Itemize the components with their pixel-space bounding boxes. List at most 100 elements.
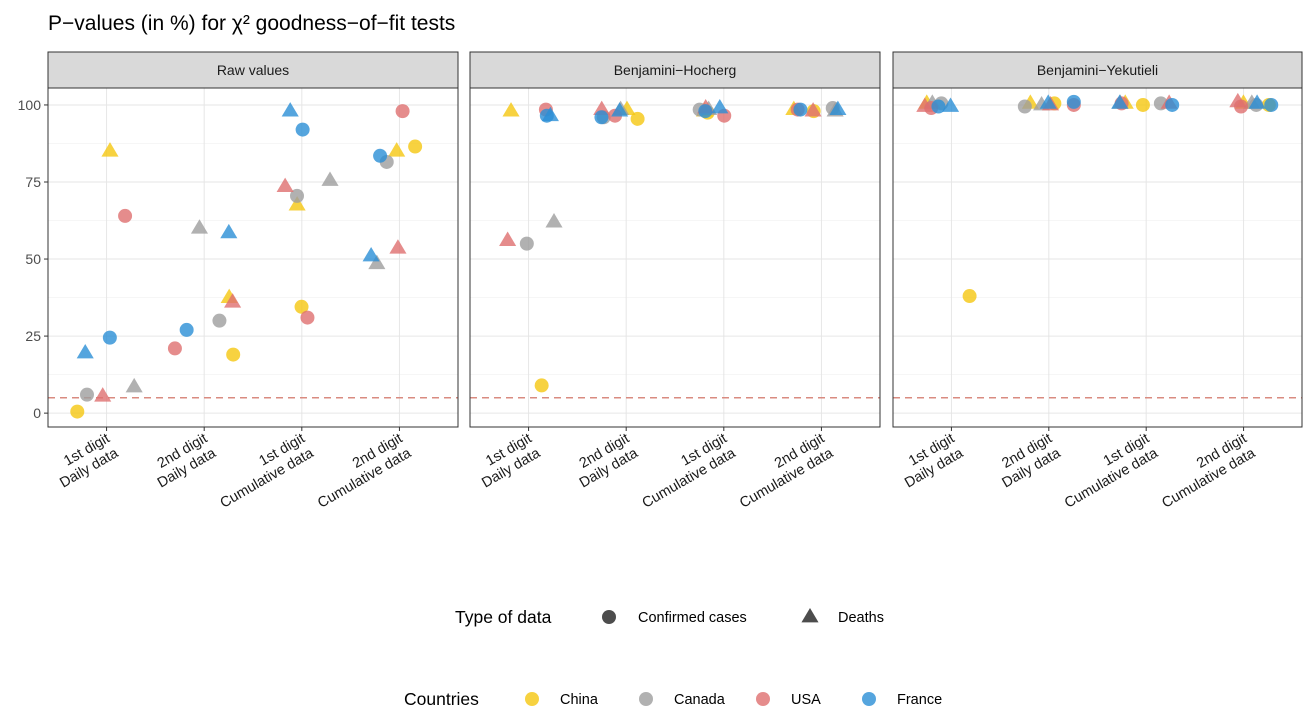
legend-key bbox=[801, 608, 819, 623]
chart-title: P−values (in %) for χ² goodness−of−fit t… bbox=[48, 12, 455, 35]
point-confirmed bbox=[1165, 97, 1180, 112]
point-confirmed bbox=[1135, 97, 1150, 112]
strip bbox=[469, 51, 881, 89]
point-deaths bbox=[224, 293, 242, 308]
point-deaths bbox=[94, 387, 112, 402]
point-deaths bbox=[611, 102, 629, 117]
point-confirmed bbox=[70, 404, 85, 419]
point-deaths bbox=[125, 377, 143, 393]
x-tick-label: 2nd digitDaily data bbox=[991, 430, 1064, 491]
point-confirmed bbox=[79, 387, 94, 402]
point-confirmed bbox=[698, 104, 713, 119]
legend-key bbox=[525, 692, 539, 706]
facet-title: Benjamini−Yekutieli bbox=[1037, 62, 1158, 78]
legend-label: USA bbox=[791, 692, 821, 708]
legend-label: Canada bbox=[674, 692, 726, 708]
x-tick-label: 1st digitDaily data bbox=[49, 430, 122, 491]
panel-border bbox=[892, 87, 1303, 428]
point-deaths bbox=[276, 177, 294, 193]
x-tick-label: 2nd digitCumulative data bbox=[307, 430, 415, 511]
point-confirmed bbox=[793, 102, 808, 117]
point-confirmed bbox=[395, 104, 410, 119]
legend-label: Deaths bbox=[838, 610, 884, 626]
legend-key bbox=[639, 692, 653, 706]
point-confirmed bbox=[519, 236, 534, 251]
legend-key bbox=[756, 692, 770, 706]
point-confirmed bbox=[226, 347, 241, 362]
point-deaths bbox=[1248, 94, 1266, 109]
x-tick-label: 2nd digitDaily data bbox=[146, 430, 219, 491]
point-deaths bbox=[593, 100, 611, 115]
point-deaths bbox=[502, 102, 520, 117]
point-deaths bbox=[101, 142, 119, 157]
point-deaths bbox=[1111, 94, 1129, 109]
point-deaths bbox=[916, 97, 934, 112]
x-tick-label: 1st digitCumulative data bbox=[1053, 430, 1161, 511]
legend-key bbox=[602, 610, 616, 624]
point-confirmed bbox=[962, 289, 977, 304]
point-confirmed bbox=[931, 99, 946, 114]
panel-border bbox=[469, 87, 881, 428]
legend-label: France bbox=[897, 692, 942, 708]
y-tick-label: 75 bbox=[25, 174, 41, 190]
point-confirmed bbox=[408, 139, 423, 154]
point-confirmed bbox=[290, 188, 305, 203]
point-confirmed bbox=[118, 208, 133, 223]
point-confirmed bbox=[594, 110, 609, 125]
point-confirmed bbox=[1066, 94, 1081, 109]
point-deaths bbox=[321, 171, 339, 186]
point-deaths bbox=[804, 102, 822, 117]
point-confirmed bbox=[167, 341, 182, 356]
panel bbox=[48, 88, 458, 427]
x-tick-label: 2nd digitCumulative data bbox=[1151, 430, 1259, 511]
point-deaths bbox=[541, 106, 559, 122]
point-confirmed bbox=[294, 299, 309, 314]
point-deaths bbox=[941, 97, 960, 112]
x-tick-label: 1st digitDaily data bbox=[894, 430, 967, 491]
point-confirmed bbox=[373, 148, 388, 163]
point-confirmed bbox=[534, 378, 549, 393]
point-deaths bbox=[829, 100, 847, 115]
point-deaths bbox=[499, 231, 517, 246]
facet-title: Benjamini−Hocherg bbox=[614, 62, 737, 78]
panel bbox=[470, 88, 880, 427]
point-deaths bbox=[711, 99, 729, 114]
y-tick-label: 25 bbox=[25, 328, 41, 344]
x-tick-label: 1st digitCumulative data bbox=[209, 430, 317, 511]
point-deaths bbox=[220, 223, 238, 239]
x-tick-label: 2nd digitCumulative data bbox=[729, 430, 837, 511]
point-confirmed bbox=[1264, 97, 1279, 112]
point-deaths bbox=[545, 213, 563, 228]
point-deaths bbox=[190, 219, 209, 234]
point-deaths bbox=[1229, 92, 1247, 108]
point-confirmed bbox=[102, 330, 117, 345]
point-confirmed bbox=[1017, 99, 1032, 114]
point-deaths bbox=[362, 246, 380, 262]
facet-title: Raw values bbox=[217, 62, 289, 78]
strip bbox=[47, 51, 459, 89]
point-confirmed bbox=[179, 322, 194, 337]
legend-title: Countries bbox=[404, 689, 479, 709]
point-confirmed bbox=[300, 310, 315, 325]
legend-label: Confirmed cases bbox=[638, 610, 747, 626]
y-tick-label: 0 bbox=[33, 405, 41, 421]
point-confirmed bbox=[295, 122, 310, 137]
point-deaths bbox=[76, 344, 94, 359]
y-tick-label: 50 bbox=[25, 251, 41, 267]
legend-title: Type of data bbox=[455, 607, 552, 627]
x-tick-label: 1st digitDaily data bbox=[471, 430, 544, 491]
x-tick-label: 1st digitCumulative data bbox=[631, 430, 739, 511]
strip bbox=[892, 51, 1303, 89]
x-tick-label: 2nd digitDaily data bbox=[568, 430, 641, 491]
point-confirmed bbox=[212, 313, 227, 328]
legend-label: China bbox=[560, 692, 599, 708]
point-deaths bbox=[288, 196, 306, 211]
point-deaths bbox=[389, 239, 407, 254]
point-deaths bbox=[1039, 94, 1057, 109]
legend-key bbox=[862, 692, 876, 706]
panel bbox=[893, 88, 1302, 427]
point-deaths bbox=[281, 102, 299, 117]
y-tick-label: 100 bbox=[18, 97, 42, 113]
point-deaths bbox=[388, 142, 406, 157]
